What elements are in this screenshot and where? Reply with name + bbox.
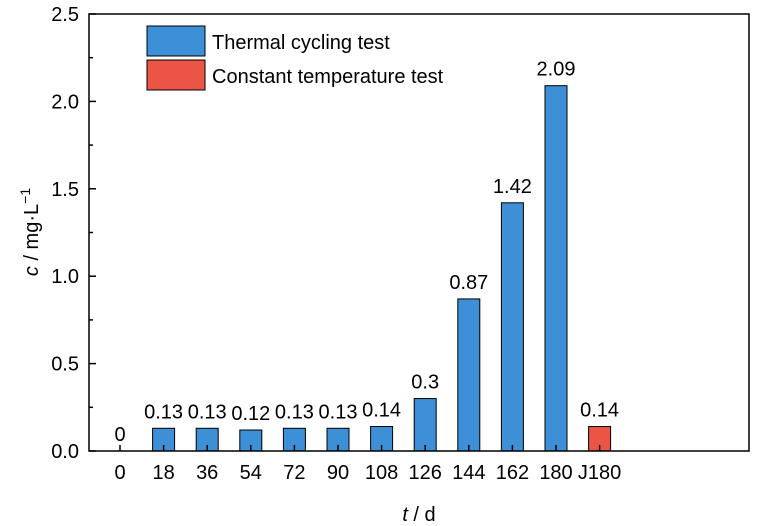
legend-swatch-thermal-cycling — [146, 25, 206, 57]
data-label-36: 0.13 — [188, 401, 227, 423]
data-label-18: 0.13 — [144, 401, 183, 423]
bar-126 — [413, 398, 437, 452]
x-axis-ticks: 0 18 36 54 72 90 108 126 144 162 180 J180 — [114, 445, 621, 484]
x-tick-label-180: 180 — [539, 462, 572, 484]
x-tick-label-54: 54 — [240, 462, 262, 484]
value-labels-group: 00.13 0.13 0.12 0.13 0.13 0.140.30.871.422.09… — [114, 59, 619, 446]
data-label-0: 0 — [114, 424, 125, 446]
y-axis-ticks: 0.0 0.5 1.0 1.5 2.0 2.5 — [51, 4, 96, 463]
data-label-144: 0.87 — [449, 272, 488, 294]
x-axis-label-symbol: t — [402, 504, 409, 526]
data-label-162: 1.42 — [493, 176, 532, 198]
legend-label-thermal-cycling: Thermal cycling test — [212, 32, 390, 54]
x-tick-label-108: 108 — [365, 462, 398, 484]
y-tick-label-2.0: 2.0 — [51, 91, 79, 113]
data-label-108: 0.14 — [362, 400, 401, 422]
data-label-54: 0.12 — [231, 403, 270, 425]
y-axis-label: c / mg·L−1 — [17, 188, 43, 276]
x-tick-label-90: 90 — [327, 462, 349, 484]
x-tick-label-J180: J180 — [578, 462, 621, 484]
y-tick-label-0.0: 0.0 — [51, 441, 79, 463]
x-tick-label-0: 0 — [114, 462, 125, 484]
bar-180 — [544, 85, 568, 452]
y-tick-label-0.5: 0.5 — [51, 354, 79, 376]
legend-label-constant-temperature: Constant temperature test — [212, 66, 444, 88]
data-label-72: 0.13 — [275, 401, 314, 423]
data-label-180: 2.09 — [537, 59, 576, 81]
x-axis-label-unit: / d — [408, 504, 436, 526]
x-tick-label-72: 72 — [283, 462, 305, 484]
x-tick-label-18: 18 — [152, 462, 174, 484]
y-tick-label-1.5: 1.5 — [51, 179, 79, 201]
bar-162 — [500, 202, 524, 452]
legend-swatch-constant-temperature — [146, 59, 206, 91]
bar-144 — [457, 298, 481, 452]
bars-group — [152, 85, 612, 452]
legend: Thermal cycling test Constant temperatur… — [146, 25, 444, 91]
x-tick-label-126: 126 — [409, 462, 442, 484]
data-label-90: 0.13 — [319, 401, 358, 423]
x-tick-label-162: 162 — [496, 462, 529, 484]
x-tick-label-144: 144 — [452, 462, 485, 484]
y-axis-label-unit: / mg·L — [21, 204, 43, 266]
y-tick-label-2.5: 2.5 — [51, 4, 79, 26]
y-axis-label-exponent: −1 — [17, 188, 33, 204]
x-axis-label: t / d — [402, 504, 435, 526]
x-tick-label-36: 36 — [196, 462, 218, 484]
y-tick-label-1.0: 1.0 — [51, 266, 79, 288]
data-label-126: 0.3 — [411, 372, 439, 394]
data-label-J180: 0.14 — [580, 400, 619, 422]
y-axis-label-symbol: c — [21, 266, 43, 276]
